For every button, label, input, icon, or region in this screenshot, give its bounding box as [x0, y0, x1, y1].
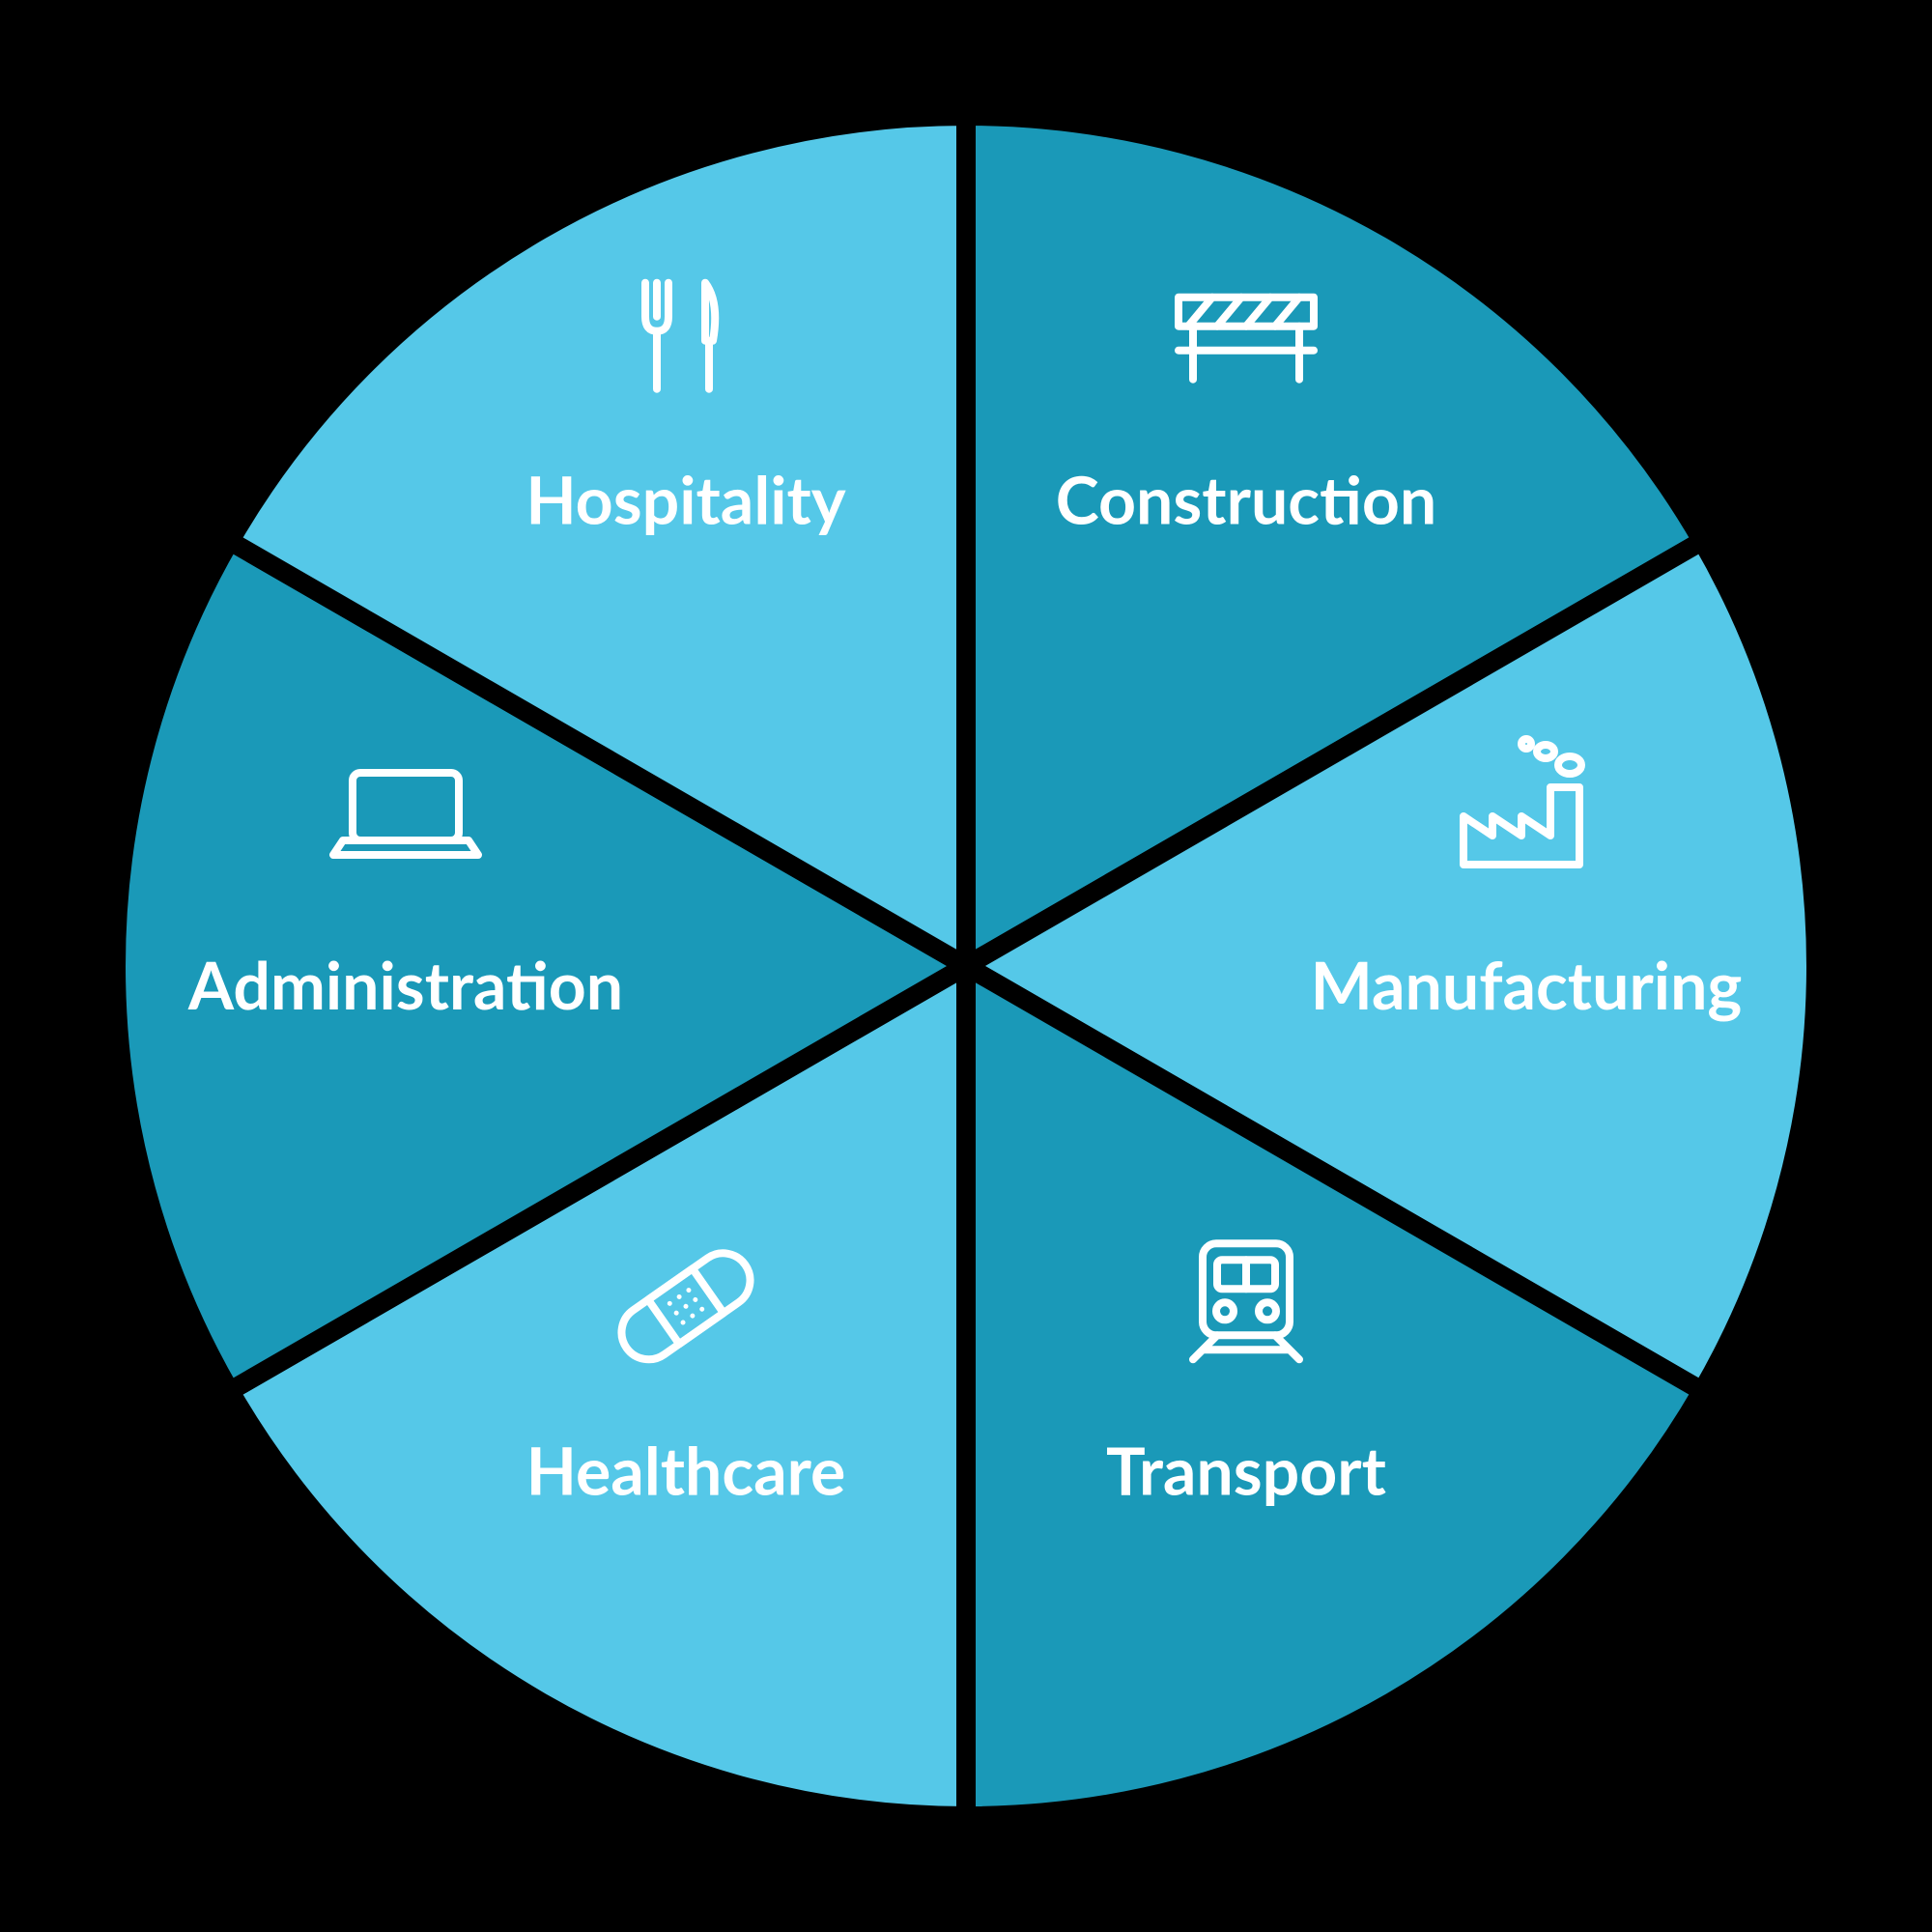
segment-label-transport: Transport [1106, 1431, 1386, 1509]
segment-label-healthcare: Healthcare [526, 1431, 846, 1509]
segment-label-construction: Construction [1056, 461, 1437, 539]
segment-label-administration: Administration [187, 946, 623, 1024]
segment-label-manufacturing: Manufacturing [1311, 946, 1743, 1024]
segment-label-hospitality: Hospitality [526, 461, 845, 539]
industries-pie-chart: Construction Manufacturing Transport Health… [0, 0, 1932, 1932]
chart-container: Construction Manufacturing Transport Health… [0, 0, 1932, 1932]
